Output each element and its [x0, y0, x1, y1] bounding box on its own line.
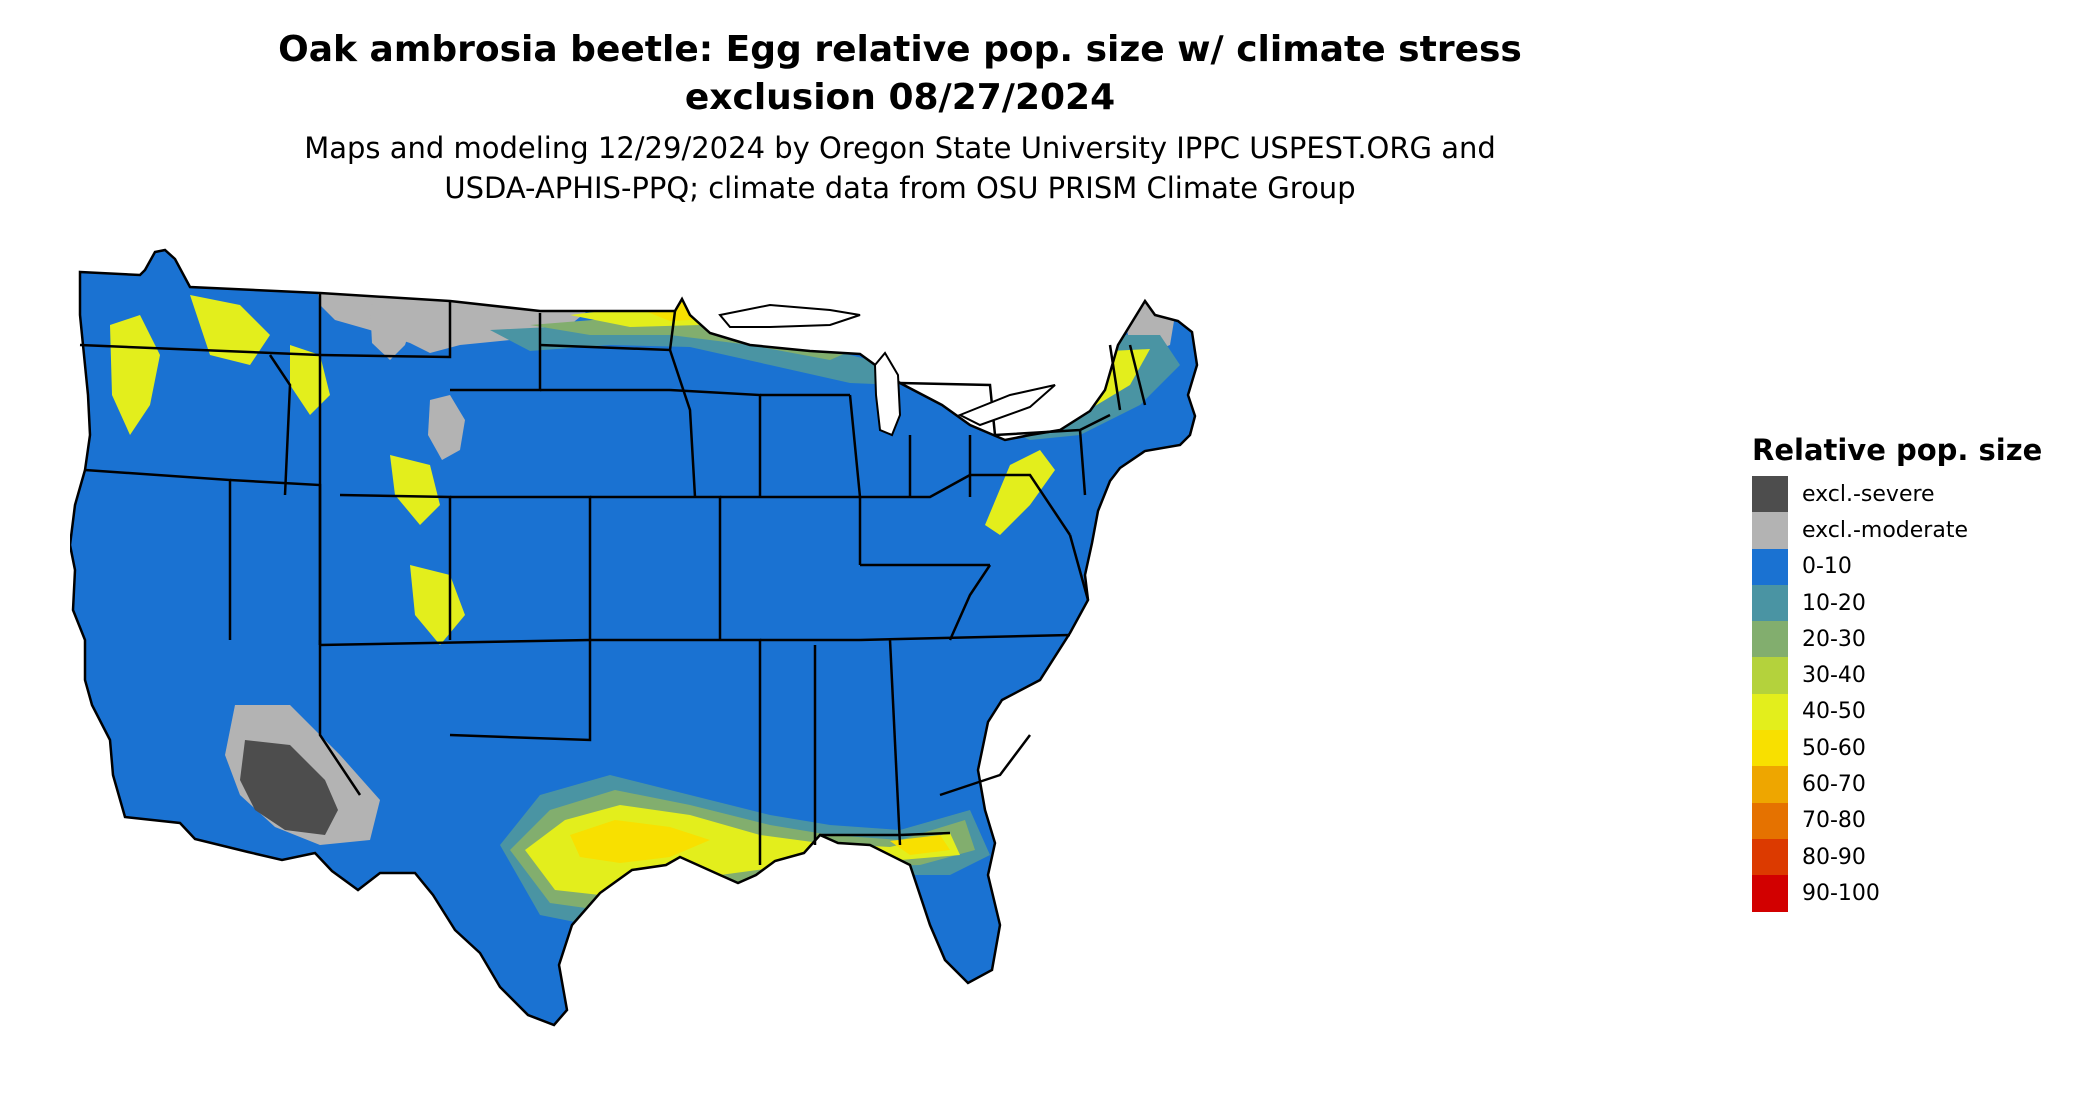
legend-item: 80-90 — [1752, 838, 2092, 876]
legend-item: 90-100 — [1752, 875, 2092, 912]
lake-michigan — [873, 351, 902, 437]
legend-item: 30-40 — [1752, 657, 2092, 694]
legend-label: 60-70 — [1802, 772, 1866, 798]
excluded-colorado — [428, 395, 465, 460]
us-base-fill — [70, 250, 1197, 1025]
state-borders — [70, 248, 1199, 1027]
legend-label: 50-60 — [1802, 735, 1866, 761]
us-population-map — [70, 248, 1199, 1027]
legend-item: 50-60 — [1752, 730, 2092, 767]
gulf-peak — [890, 835, 950, 855]
excluded-north-band-east — [670, 270, 850, 310]
lake-erie — [957, 384, 1056, 427]
legend-item: 70-80 — [1752, 802, 2092, 839]
excluded-southwest-severe — [240, 740, 338, 835]
texas-peak — [570, 820, 710, 863]
legend-items: excl.-severe excl.-moderate 0-10 10-20 20-30… — [1752, 476, 2092, 912]
lake-superior — [718, 303, 861, 328]
appalachian-high — [985, 450, 1055, 535]
legend-swatch — [1752, 476, 1788, 513]
legend-swatch — [1752, 621, 1788, 658]
legend-label: 70-80 — [1802, 808, 1866, 834]
map-subtitle: Maps and modeling 12/29/2024 by Oregon S… — [0, 128, 1800, 208]
legend-item: 0-10 — [1752, 548, 2092, 585]
legend-swatch — [1752, 766, 1788, 803]
legend-item: excl.-severe — [1752, 476, 2092, 513]
legend-swatch — [1752, 838, 1788, 876]
legend-swatch — [1752, 512, 1788, 549]
legend-label: 10-20 — [1802, 590, 1866, 616]
upper-midwest-low — [490, 323, 900, 385]
legend-item: 60-70 — [1752, 766, 2092, 803]
legend-label: excl.-severe — [1802, 481, 1935, 507]
legend-item: 40-50 — [1752, 693, 2092, 731]
title-line-1: Oak ambrosia beetle: Egg relative pop. s… — [278, 29, 1522, 70]
title-line-2: exclusion 08/27/2024 — [684, 77, 1116, 118]
legend-swatch — [1752, 548, 1788, 585]
legend-label: 80-90 — [1802, 844, 1866, 870]
legend-swatch — [1752, 657, 1788, 694]
legend-label: 20-30 — [1802, 626, 1866, 652]
excluded-wyoming — [370, 297, 415, 360]
legend-label: excl.-moderate — [1802, 517, 1968, 543]
legend-swatch — [1752, 730, 1788, 767]
legend-swatch — [1752, 875, 1788, 912]
west-high-patches — [110, 295, 465, 645]
great-lakes — [718, 303, 1056, 437]
legend-label: 40-50 — [1802, 699, 1866, 725]
legend-item: 20-30 — [1752, 621, 2092, 658]
legend-swatch — [1752, 584, 1788, 622]
legend-label: 30-40 — [1802, 663, 1866, 689]
legend-swatch — [1752, 693, 1788, 731]
legend-label: 90-100 — [1802, 880, 1880, 906]
legend-item: 10-20 — [1752, 584, 2092, 622]
legend-title: Relative pop. size — [1752, 433, 2043, 467]
map-title: Oak ambrosia beetle: Egg relative pop. s… — [0, 26, 1800, 122]
legend-item: excl.-moderate — [1752, 512, 2092, 549]
map-legend: Relative pop. size excl.-severe excl.-mod… — [1752, 430, 2092, 912]
legend-swatch — [1752, 802, 1788, 839]
subtitle-line-2: USDA-APHIS-PPQ; climate data from OSU PR… — [444, 171, 1356, 205]
subtitle-line-1: Maps and modeling 12/29/2024 by Oregon S… — [304, 131, 1496, 165]
legend-label: 0-10 — [1802, 554, 1852, 580]
